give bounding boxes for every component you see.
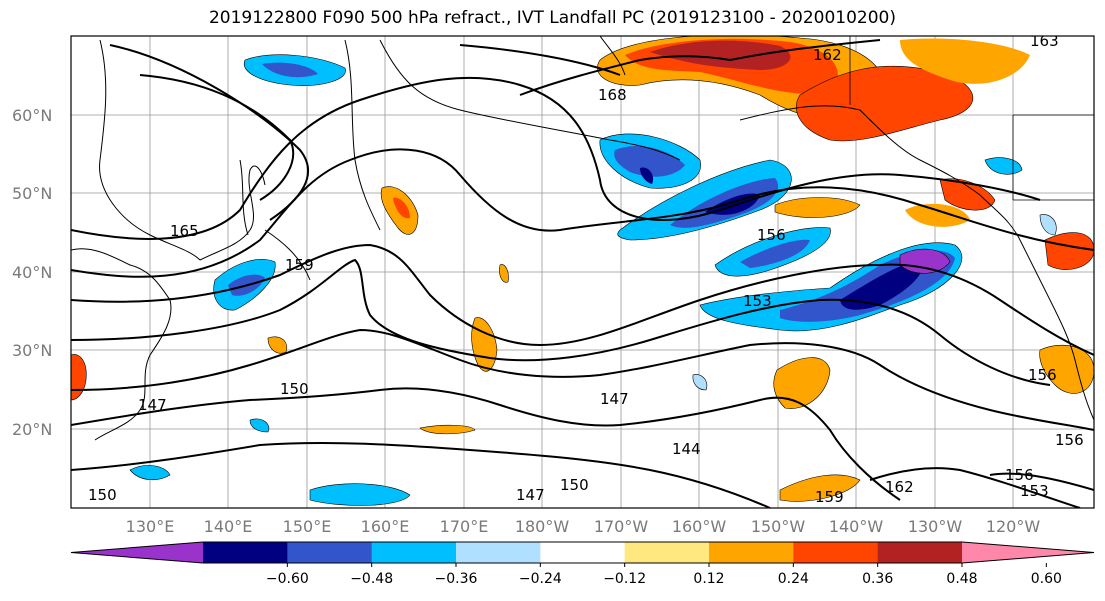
positive-anomaly-patches (71, 36, 1094, 502)
contour-label: 156 (1005, 466, 1034, 484)
lon-label: 160°W (672, 517, 727, 536)
contour-label: 165 (170, 222, 199, 240)
colorbar-segment (793, 542, 879, 563)
contour-label: 162 (813, 46, 842, 64)
colorbar-tick-label: −0.24 (519, 571, 562, 587)
contour-label: 144 (672, 440, 701, 458)
political-borders (849, 36, 1094, 201)
colorbar-segment (371, 542, 457, 563)
colorbar-segment (709, 542, 794, 563)
lat-label: 40°N (12, 263, 52, 282)
lon-label: 150°W (751, 517, 806, 536)
lat-label: 50°N (12, 184, 52, 203)
colorbar-tick-label: 0.36 (862, 571, 893, 587)
contour-label: 156 (757, 226, 786, 244)
contour-label: 150 (280, 380, 309, 398)
lon-label: 150°E (283, 517, 332, 536)
lon-label: 160°E (361, 517, 410, 536)
colorbar-tick-label: 0.60 (1031, 571, 1062, 587)
lon-label: 130°W (908, 517, 963, 536)
latitude-labels: 60°N 50°N 40°N 30°N 20°N (12, 106, 52, 439)
lon-label: 140°E (204, 517, 253, 536)
longitude-labels: 130°E 140°E 150°E 160°E 170°E 180°W 170°… (126, 517, 1041, 536)
contour-label: 147 (138, 396, 167, 414)
colorbar-segment (203, 542, 288, 563)
colorbar-extend-low (71, 542, 203, 563)
lon-label: 140°W (829, 517, 884, 536)
contour-label: 162 (885, 478, 914, 496)
colorbar-tick-label: 0.48 (946, 571, 977, 587)
colorbar-segment (456, 542, 541, 563)
lon-label: 120°W (986, 517, 1041, 536)
colorbar-segment (624, 542, 710, 563)
map-frame (70, 35, 1095, 509)
colorbar: −0.60 −0.48 −0.36 −0.24 −0.12 0.12 0.24 0.36 0.4… (70, 541, 1095, 587)
coastlines (71, 36, 1094, 441)
contour-label: 147 (600, 390, 629, 408)
lat-label: 60°N (12, 106, 52, 125)
contour-label: 147 (516, 486, 545, 504)
height-contours (71, 39, 1094, 508)
contour-label: 156 (1055, 431, 1084, 449)
colorbar-extend-high (962, 542, 1094, 563)
contour-label: 159 (285, 256, 314, 274)
colorbar-segment (540, 542, 626, 563)
colorbar-outline (70, 541, 1095, 564)
contour-labels: 165 159 162 156 153 150 147 144 159 162 … (88, 32, 1084, 506)
contour-label: 156 (1028, 366, 1057, 384)
colorbar-tick-label: −0.12 (603, 571, 646, 587)
colorbar-segment (287, 542, 373, 563)
lon-label: 180°W (515, 517, 570, 536)
colorbar-tick-label: 0.24 (778, 571, 809, 587)
contour-label: 150 (88, 486, 117, 504)
colorbar-segment (877, 542, 963, 563)
colorbar-tick-label: 0.12 (693, 571, 724, 587)
colorbar-tick-label: −0.36 (435, 571, 478, 587)
contour-label: 163 (1030, 32, 1059, 50)
map-title: 2019122800 F090 500 hPa refract., IVT La… (208, 8, 896, 28)
contour-label: 153 (743, 292, 772, 310)
contour-label: 153 (1020, 482, 1049, 500)
lon-label: 130°E (126, 517, 175, 536)
colorbar-tick-label: −0.60 (266, 571, 309, 587)
lat-label: 30°N (12, 341, 52, 360)
contour-label: 150 (560, 476, 589, 494)
lat-label: 20°N (12, 420, 52, 439)
colorbar-tick-label: −0.48 (350, 571, 393, 587)
lon-label: 170°W (594, 517, 649, 536)
lon-label: 170°E (440, 517, 489, 536)
contour-label: 168 (598, 86, 627, 104)
contour-label: 159 (815, 488, 844, 506)
